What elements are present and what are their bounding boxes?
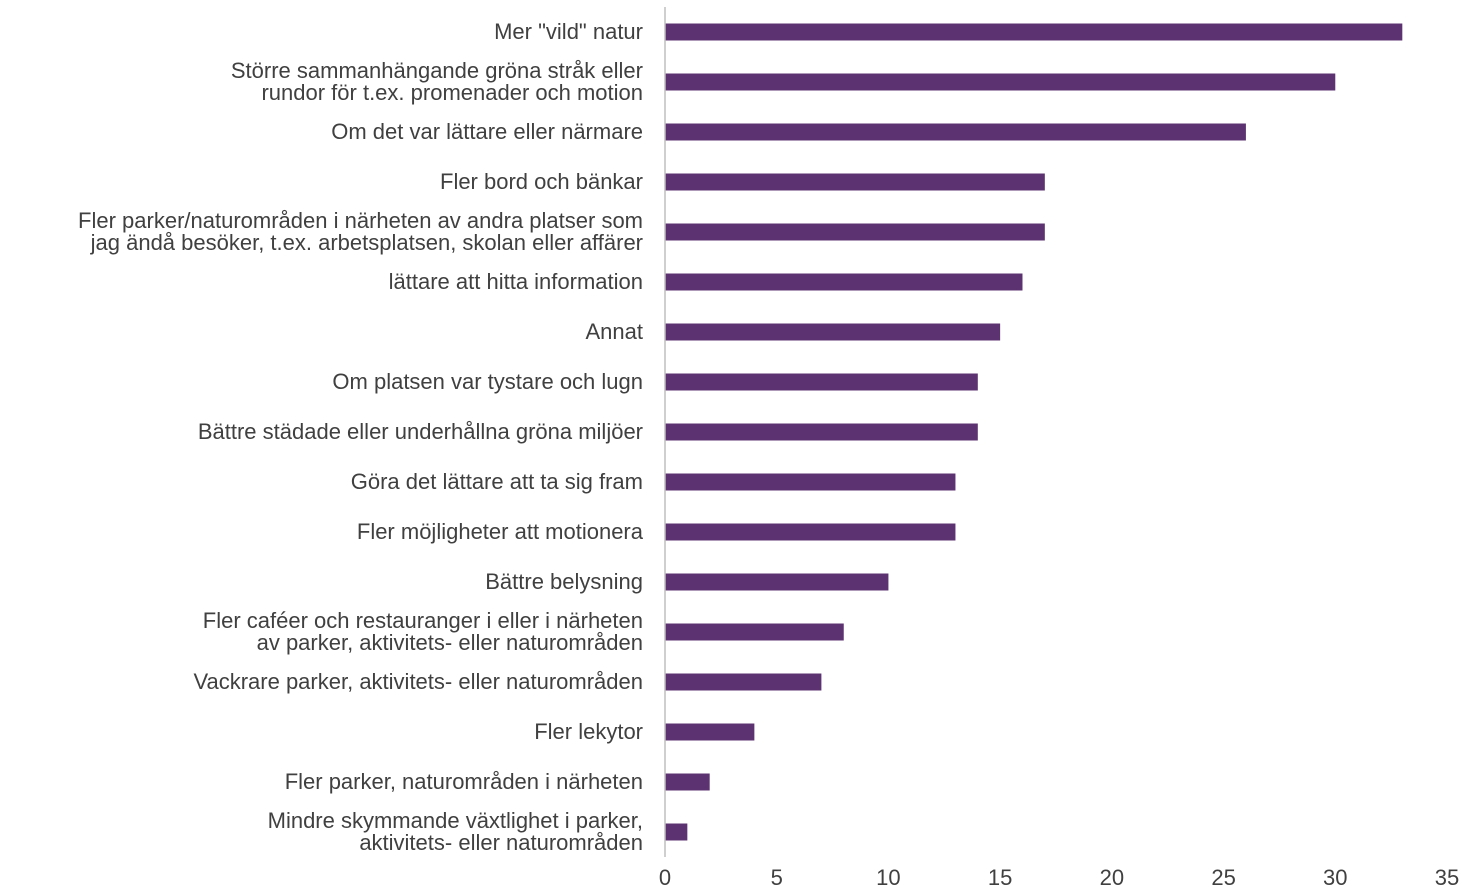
x-tick-label: 35 xyxy=(1435,865,1459,887)
bar xyxy=(665,573,889,591)
y-tick-label: Göra det lättare att ta sig fram xyxy=(350,469,643,494)
bar xyxy=(665,473,956,491)
bar xyxy=(665,823,688,841)
bar xyxy=(665,173,1045,191)
bar xyxy=(665,423,978,441)
bar xyxy=(665,373,978,391)
bar xyxy=(665,723,755,741)
y-tick-label: Bättre städade eller underhållna gröna m… xyxy=(197,419,643,444)
y-tick-label: Fler parker/naturområden i närheten av a… xyxy=(78,208,643,255)
y-tick-label: Fler caféer och restauranger i eller i n… xyxy=(202,608,643,655)
y-tick-label: Om platsen var tystare och lugn xyxy=(332,369,643,394)
x-tick-label: 15 xyxy=(988,865,1012,887)
bar xyxy=(665,673,822,691)
bar xyxy=(665,223,1045,241)
y-tick-label: Mindre skymmande växtlighet i parker, ak… xyxy=(267,808,643,855)
x-tick-label: 30 xyxy=(1323,865,1347,887)
x-tick-label: 10 xyxy=(876,865,900,887)
y-tick-label: lättare att hitta information xyxy=(388,269,643,294)
bar xyxy=(665,23,1403,41)
bar xyxy=(665,523,956,541)
bar xyxy=(665,73,1336,91)
x-tick-label: 0 xyxy=(659,865,671,887)
bar xyxy=(665,773,710,791)
bar xyxy=(665,273,1023,291)
x-tick-label: 5 xyxy=(771,865,783,887)
y-tick-label: Om det var lättare eller närmare xyxy=(331,119,643,144)
y-tick-label: Fler bord och bänkar xyxy=(440,169,643,194)
y-tick-label: Fler parker, naturområden i närheten xyxy=(284,769,643,794)
y-tick-label: Vackrare parker, aktivitets- eller natur… xyxy=(193,669,643,694)
y-tick-label: Mer "vild" natur xyxy=(494,19,643,44)
bar xyxy=(665,623,844,641)
bar xyxy=(665,123,1246,141)
x-tick-label: 20 xyxy=(1100,865,1124,887)
y-tick-label: Fler möjligheter att motionera xyxy=(356,519,643,544)
y-tick-label: Annat xyxy=(585,319,644,344)
y-tick-label: Fler lekytor xyxy=(534,719,643,744)
y-tick-label: Bättre belysning xyxy=(485,569,643,594)
y-tick-label: Större sammanhängande gröna stråk eller … xyxy=(230,58,643,105)
x-tick-label: 25 xyxy=(1211,865,1235,887)
bar xyxy=(665,323,1001,341)
